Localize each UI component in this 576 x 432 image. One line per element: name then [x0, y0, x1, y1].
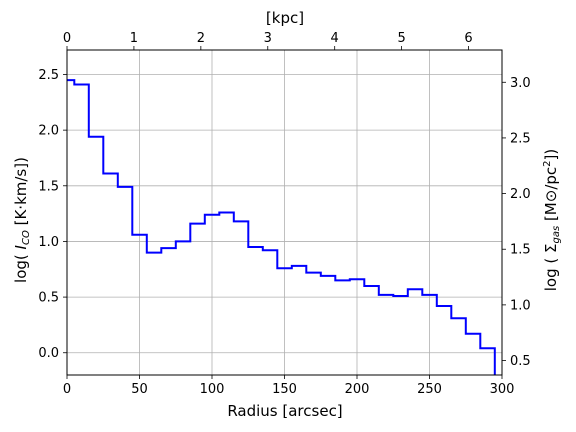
x-tick-label: 100 [200, 382, 225, 397]
x-tick-label: 0 [63, 382, 71, 397]
y-tick-label: 2.5 [38, 68, 59, 83]
y2-tick-label: 2.5 [510, 131, 531, 146]
x-tick-label: 50 [131, 382, 148, 397]
x2-tick-label: 2 [197, 31, 205, 46]
x-tick-label: 150 [272, 382, 297, 397]
grid [67, 50, 502, 375]
y-tick-label: 1.0 [38, 235, 59, 250]
x2-tick-label: 6 [464, 31, 472, 46]
y-axis-label: log( ICO [K·km/s]) [12, 157, 32, 283]
x2-axis-ticks: 0 1 2 3 4 5 6 [63, 31, 473, 50]
x2-tick-label: 5 [397, 31, 405, 46]
y-tick-label: 2.0 [38, 124, 59, 139]
x-tick-label: 200 [345, 382, 370, 397]
y2-tick-label: 2.0 [510, 187, 531, 202]
y-axis-ticks: 0.0 0.5 1.0 1.5 2.0 2.5 [38, 68, 67, 361]
co-intensity-step-line [67, 79, 496, 375]
y-tick-label: 0.0 [38, 346, 59, 361]
y2-tick-label: 1.0 [510, 298, 531, 313]
x-tick-label: 250 [417, 382, 442, 397]
x2-tick-label: 3 [264, 31, 272, 46]
y-tick-label: 1.5 [38, 179, 59, 194]
x2-tick-label: 1 [130, 31, 138, 46]
x2-tick-label: 0 [63, 31, 71, 46]
x2-axis-label: [kpc] [266, 9, 304, 27]
y2-tick-label: 1.5 [510, 243, 531, 258]
y2-axis-ticks: 0.5 1.0 1.5 2.0 2.5 3.0 [502, 76, 531, 369]
x-axis-ticks: 0 50 100 150 200 250 300 [63, 375, 515, 397]
x-axis-label: Radius [arcsec] [227, 402, 342, 420]
x-tick-label: 300 [490, 382, 515, 397]
y2-axis-label: log ( Σgas [M⊙/pc2]) [542, 149, 562, 291]
y-tick-label: 0.5 [38, 291, 59, 306]
y2-tick-label: 3.0 [510, 76, 531, 91]
y2-tick-label: 0.5 [510, 354, 531, 369]
x2-tick-label: 4 [331, 31, 339, 46]
